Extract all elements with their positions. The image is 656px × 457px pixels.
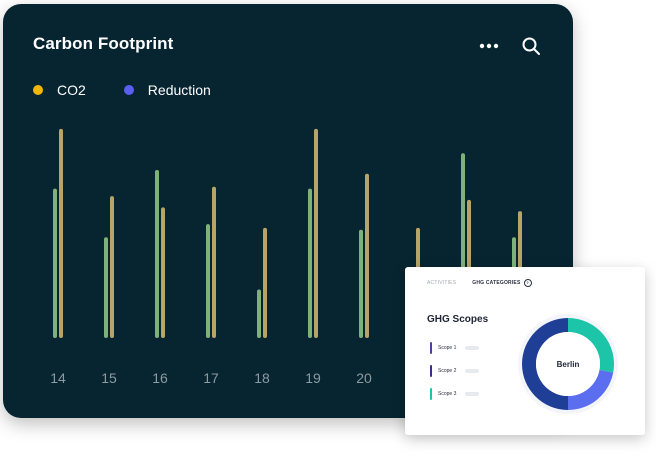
bar-co2-16[interactable] xyxy=(155,170,159,338)
bar-reduction-14[interactable] xyxy=(59,128,63,338)
donut-segment-scope-3[interactable] xyxy=(568,318,614,373)
ghg-scopes-title: GHG Scopes xyxy=(427,314,489,325)
donut-center-label: Berlin xyxy=(557,360,580,369)
tab-activities[interactable]: ACTIVITIES xyxy=(427,280,457,286)
bar-co2-18[interactable] xyxy=(257,289,261,338)
scope-1-label: Scope 1 xyxy=(438,345,457,351)
bar-reduction-20[interactable] xyxy=(365,173,369,338)
donut-svg: Berlin xyxy=(518,314,618,414)
x-tick-label-15: 15 xyxy=(101,370,117,386)
chart-legend: CO2 Reduction xyxy=(33,82,211,98)
donut-segments xyxy=(522,318,614,410)
legend-dot-co2 xyxy=(33,85,43,95)
scope-donut-chart: Berlin xyxy=(514,310,622,418)
bar-reduction-17[interactable] xyxy=(212,186,216,338)
legend-item-reduction[interactable]: Reduction xyxy=(123,82,211,98)
tab-ghg-categories[interactable]: GHG CATEGORIES ? xyxy=(472,279,532,287)
bar-reduction-19[interactable] xyxy=(314,128,318,338)
scope-2-value-placeholder xyxy=(465,369,479,373)
bar-reduction-15[interactable] xyxy=(110,196,114,338)
donut-segment-scope-2[interactable] xyxy=(568,369,614,410)
search-icon[interactable] xyxy=(519,34,543,58)
scope-3-value-placeholder xyxy=(465,392,479,396)
card-header-actions xyxy=(477,34,543,58)
x-tick-label-18: 18 xyxy=(254,370,270,386)
bar-co2-17[interactable] xyxy=(206,224,210,338)
legend-label-co2: CO2 xyxy=(57,82,86,98)
scope-row-1[interactable]: Scope 1 xyxy=(430,341,490,355)
more-horizontal-icon[interactable] xyxy=(477,34,501,58)
legend-label-reduction: Reduction xyxy=(147,82,211,98)
x-tick-label-19: 19 xyxy=(305,370,321,386)
bar-co2-15[interactable] xyxy=(104,237,108,338)
carbon-footprint-card: Carbon Footprint CO2 xyxy=(3,4,573,418)
x-tick-label-14: 14 xyxy=(50,370,66,386)
legend-dot-reduction xyxy=(123,85,134,95)
tab-ghg-categories-label: GHG CATEGORIES xyxy=(472,280,521,286)
ghg-scopes-card: ACTIVITIES GHG CATEGORIES ? GHG Scopes S… xyxy=(405,267,645,435)
x-tick-label-17: 17 xyxy=(203,370,219,386)
scope-list: Scope 1 Scope 2 Scope 3 xyxy=(430,341,490,410)
bar-co2-20[interactable] xyxy=(359,229,363,338)
bar-co2-14[interactable] xyxy=(53,188,57,338)
donut-segment-scope-1[interactable] xyxy=(522,318,568,410)
legend-item-co2[interactable]: CO2 xyxy=(33,82,86,98)
scope-3-label: Scope 3 xyxy=(438,391,457,397)
scope-2-label: Scope 2 xyxy=(438,368,457,374)
card-title: Carbon Footprint xyxy=(33,34,174,53)
scope-row-2[interactable]: Scope 2 xyxy=(430,364,490,378)
card-tabs: ACTIVITIES GHG CATEGORIES ? xyxy=(427,279,532,287)
scope-1-color-bar xyxy=(430,342,432,354)
scope-1-value-placeholder xyxy=(465,346,479,350)
scope-row-3[interactable]: Scope 3 xyxy=(430,387,490,401)
x-tick-label-20: 20 xyxy=(356,370,372,386)
x-tick-label-16: 16 xyxy=(152,370,168,386)
scope-2-color-bar xyxy=(430,365,432,377)
help-icon[interactable]: ? xyxy=(523,279,532,287)
bar-reduction-18[interactable] xyxy=(263,227,267,338)
donut-hole xyxy=(536,332,600,396)
bar-reduction-16[interactable] xyxy=(161,207,165,338)
scope-3-color-bar xyxy=(430,388,432,400)
bar-co2-19[interactable] xyxy=(308,188,312,338)
